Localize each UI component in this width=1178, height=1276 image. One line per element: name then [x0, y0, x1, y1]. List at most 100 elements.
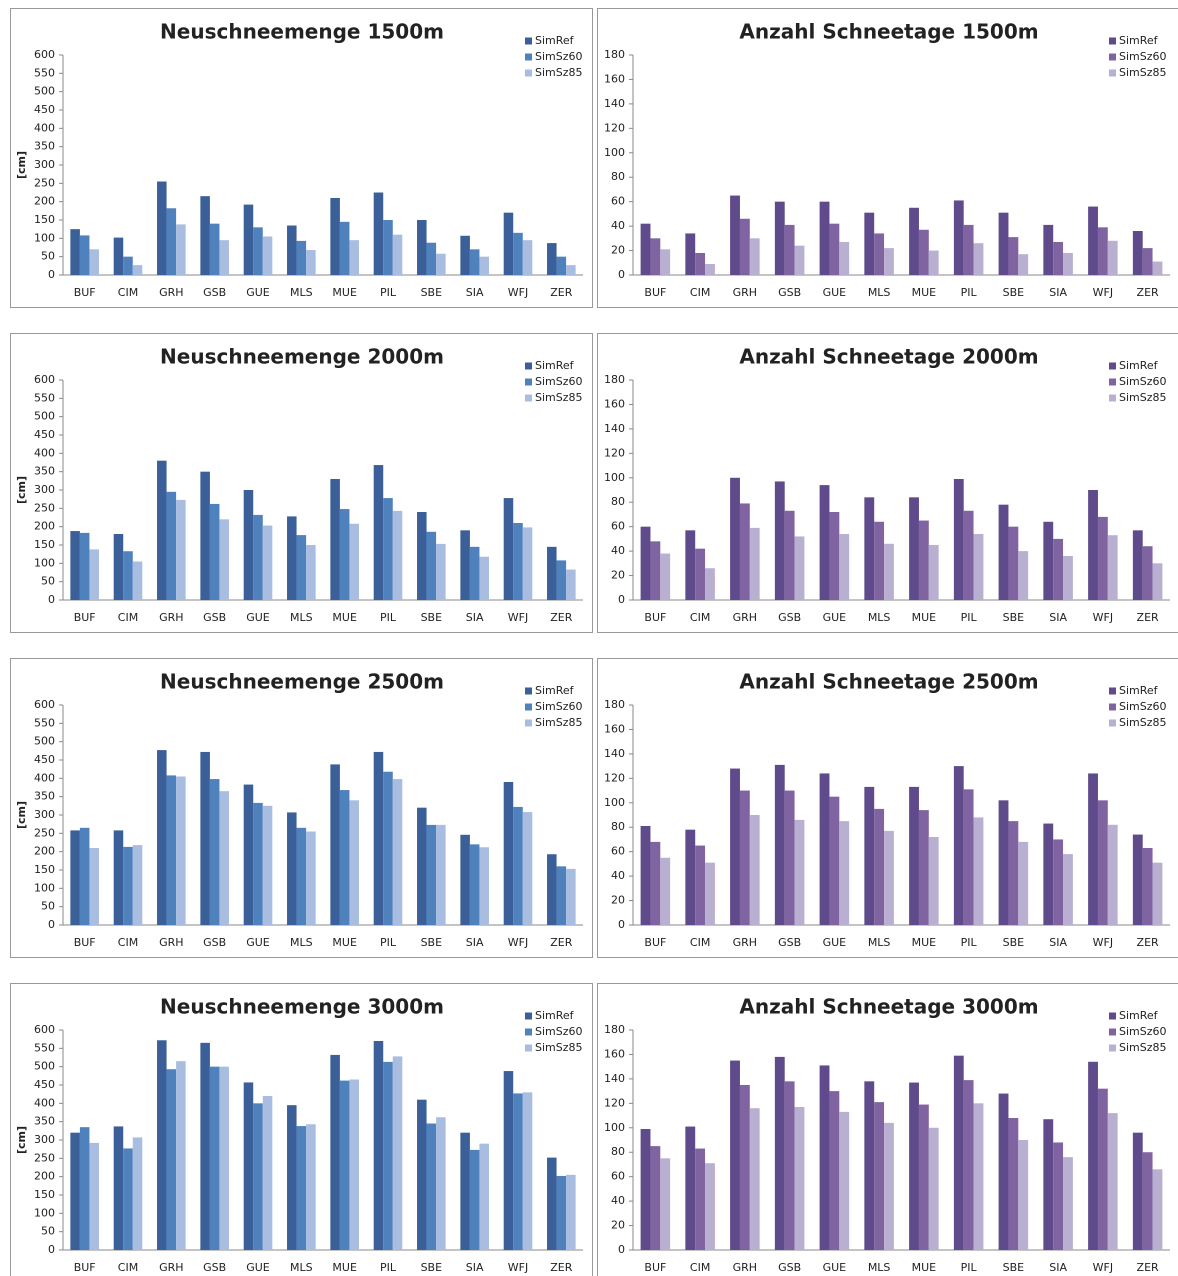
legend-label: SimSz85: [535, 716, 583, 729]
y-tick-label: 0: [618, 593, 625, 606]
x-tick-label: MLS: [868, 936, 891, 949]
bar: [1018, 841, 1029, 925]
bar: [176, 499, 186, 600]
bar: [392, 234, 403, 275]
bar: [460, 834, 470, 925]
bar: [874, 808, 885, 925]
bar: [306, 545, 316, 600]
x-tick-label: GRH: [733, 936, 757, 949]
y-tick-label: 400: [34, 121, 55, 134]
bar: [749, 527, 760, 600]
y-tick-label: 140: [604, 747, 625, 760]
bar: [503, 782, 514, 925]
legend-label: SimSz85: [535, 66, 583, 79]
bar: [436, 253, 446, 275]
x-tick-label: PIL: [380, 1261, 397, 1274]
bar: [253, 514, 263, 600]
y-tick-label: 160: [604, 722, 625, 735]
legend-label: SimSz85: [1119, 716, 1167, 729]
bar: [774, 201, 785, 275]
bar: [685, 829, 696, 925]
bar: [918, 1104, 929, 1250]
bar: [513, 523, 523, 600]
legend-swatch: [525, 687, 532, 695]
x-tick-label: PIL: [380, 936, 397, 949]
bar: [349, 800, 359, 925]
bar: [132, 845, 143, 925]
bar: [1142, 1152, 1153, 1250]
bar: [157, 460, 167, 600]
y-tick-label: 140: [604, 97, 625, 110]
x-tick-label: GSB: [778, 1261, 801, 1274]
bar: [928, 545, 939, 600]
bar: [79, 532, 90, 600]
x-tick-label: GUE: [246, 1261, 270, 1274]
y-tick-label: 180: [604, 48, 625, 61]
chart-panel: Anzahl Schneetage 1500m 0 20 40 60 80 100 120 14…: [597, 8, 1178, 308]
y-tick-label: 300: [34, 808, 55, 821]
bar: [556, 256, 567, 275]
bar: [794, 1107, 805, 1250]
bar: [330, 479, 340, 600]
x-tick-label: PIL: [380, 611, 397, 624]
x-tick-label: BUF: [74, 286, 96, 299]
bar: [253, 1103, 263, 1250]
bar: [874, 1102, 885, 1250]
bar: [113, 1126, 124, 1250]
bar: [392, 1056, 403, 1250]
bar: [219, 1066, 229, 1250]
legend-swatch: [1109, 37, 1116, 45]
bar: [339, 221, 350, 275]
bar: [1088, 1061, 1098, 1250]
chart-title: Neuschneemenge 2500m: [160, 670, 444, 694]
bar: [918, 520, 929, 600]
x-tick-label: ZER: [550, 936, 572, 949]
bar: [417, 807, 427, 925]
bar: [383, 1061, 393, 1250]
bar: [1152, 862, 1163, 925]
bar: [176, 224, 186, 275]
bar: [349, 1079, 359, 1250]
x-tick-label: GUE: [246, 936, 270, 949]
bar: [784, 224, 795, 275]
x-tick-label: SIA: [1049, 286, 1067, 299]
bar: [417, 220, 427, 275]
x-tick-label: WFJ: [508, 1261, 528, 1274]
x-tick-label: GUE: [823, 936, 847, 949]
bar: [262, 236, 273, 275]
y-tick-label: 400: [34, 771, 55, 784]
y-tick-label: 40: [611, 869, 625, 882]
bar: [973, 243, 984, 275]
bar: [973, 817, 984, 925]
x-tick-label: BUF: [644, 611, 666, 624]
bar: [973, 1103, 984, 1250]
bar: [730, 195, 740, 275]
bar: [963, 224, 974, 275]
bar: [819, 201, 830, 275]
bar: [695, 1148, 706, 1250]
legend-swatch: [1109, 687, 1116, 695]
x-tick-label: MUE: [912, 936, 937, 949]
y-tick-label: 160: [604, 397, 625, 410]
bar: [1152, 1169, 1163, 1250]
bar: [426, 824, 437, 925]
legend-swatch: [525, 69, 532, 77]
y-tick-label: 50: [41, 575, 55, 588]
x-tick-label: MUE: [332, 1261, 357, 1274]
bar: [909, 786, 919, 925]
bar: [774, 481, 785, 600]
y-tick-label: 60: [611, 520, 625, 533]
y-tick-label: 100: [604, 1121, 625, 1134]
bar: [287, 225, 297, 275]
x-tick-label: BUF: [644, 936, 666, 949]
bar: [784, 790, 795, 925]
bar: [166, 491, 177, 600]
bar: [774, 1056, 785, 1250]
bar: [953, 200, 964, 275]
legend-label: SimSz60: [535, 1025, 583, 1038]
y-tick-label: 300: [34, 1133, 55, 1146]
x-tick-label: GSB: [778, 286, 801, 299]
x-tick-label: WFJ: [1093, 286, 1113, 299]
bar: [1152, 261, 1163, 275]
bar: [1043, 224, 1054, 275]
